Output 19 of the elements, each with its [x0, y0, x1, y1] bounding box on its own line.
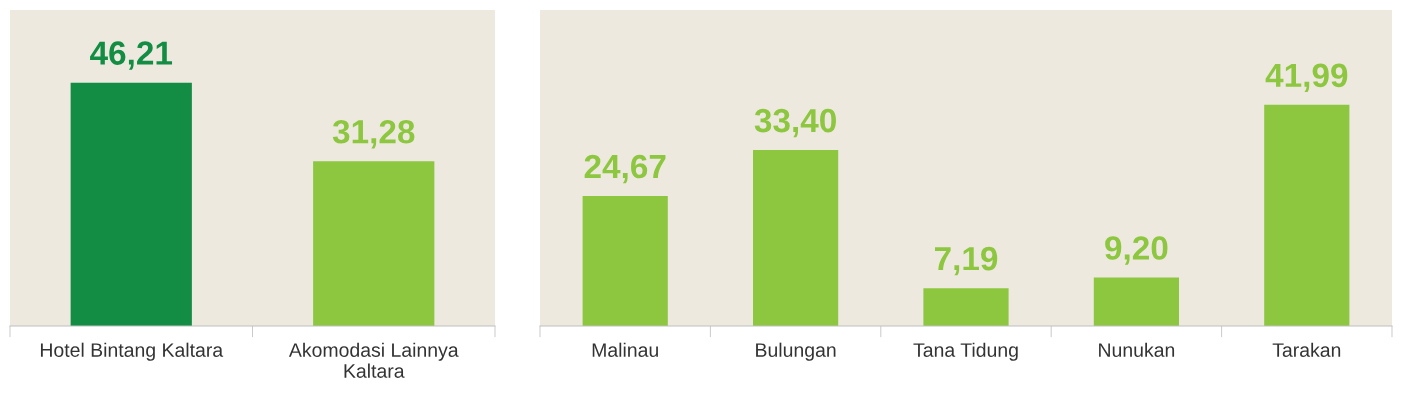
bar: [1093, 277, 1179, 326]
x-tick-label: Akomodasi Lainnya Kaltara: [288, 342, 459, 378]
data-label: 33,40: [754, 108, 836, 138]
data-label: 31,28: [332, 119, 415, 149]
data-label: 41,99: [1265, 63, 1348, 92]
data-label: 46,21: [90, 41, 173, 70]
data-label: 7,19: [935, 246, 998, 276]
bar: [753, 150, 839, 326]
bar: [1264, 104, 1350, 326]
bar: [923, 288, 1009, 326]
x-tick-label: Nunukan: [1099, 342, 1175, 357]
data-label: 24,67: [584, 154, 666, 184]
bar: [582, 196, 668, 326]
x-tick-label: Hotel Bintang Kaltara: [40, 342, 224, 361]
x-tick-label: Bulungan: [756, 342, 836, 361]
x-tick-label: Malinau: [592, 342, 658, 357]
x-tick-label: Tarakan: [1272, 342, 1341, 357]
data-label: 9,20: [1105, 236, 1168, 265]
x-tick-label: Tana Tidung: [913, 342, 1018, 361]
